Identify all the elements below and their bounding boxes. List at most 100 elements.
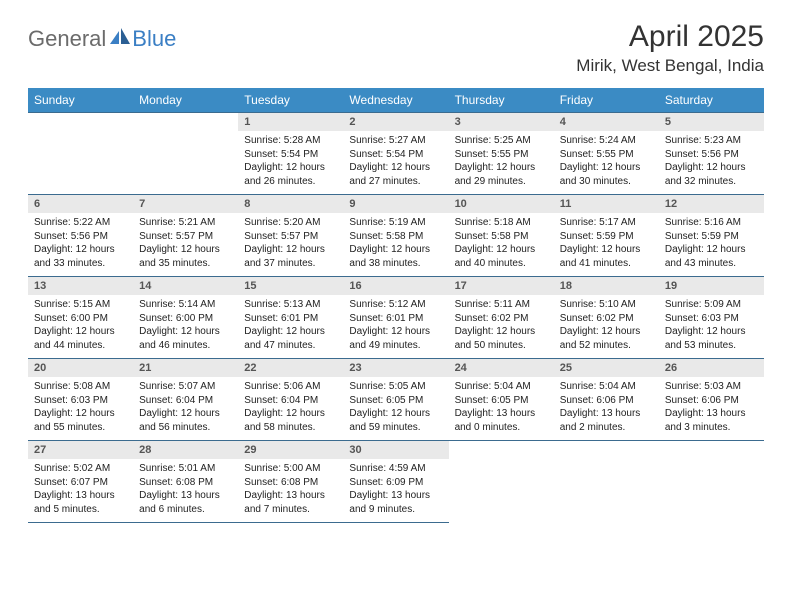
day-cell: 22Sunrise: 5:06 AMSunset: 6:04 PMDayligh… [238, 359, 343, 441]
day-cell: 11Sunrise: 5:17 AMSunset: 5:59 PMDayligh… [554, 195, 659, 277]
daylight-line-2: and 52 minutes. [560, 339, 653, 353]
day-number: 24 [449, 359, 554, 377]
day-cell: 27Sunrise: 5:02 AMSunset: 6:07 PMDayligh… [28, 441, 133, 523]
sunrise-line: Sunrise: 5:28 AM [244, 134, 337, 148]
daylight-line-1: Daylight: 12 hours [349, 243, 442, 257]
day-cell: 28Sunrise: 5:01 AMSunset: 6:08 PMDayligh… [133, 441, 238, 523]
sunset-line: Sunset: 6:03 PM [34, 394, 127, 408]
sunset-line: Sunset: 5:54 PM [244, 148, 337, 162]
daylight-line-1: Daylight: 12 hours [244, 243, 337, 257]
title-block: April 2025 Mirik, West Bengal, India [576, 20, 764, 76]
sunset-line: Sunset: 6:04 PM [244, 394, 337, 408]
daylight-line-1: Daylight: 12 hours [349, 161, 442, 175]
sunrise-line: Sunrise: 5:27 AM [349, 134, 442, 148]
daylight-line-2: and 50 minutes. [455, 339, 548, 353]
day-number: 13 [28, 277, 133, 295]
daylight-line-2: and 7 minutes. [244, 503, 337, 517]
day-number: 17 [449, 277, 554, 295]
daylight-line-1: Daylight: 13 hours [139, 489, 232, 503]
daylight-line-2: and 32 minutes. [665, 175, 758, 189]
daylight-line-1: Daylight: 12 hours [349, 407, 442, 421]
day-body: Sunrise: 5:09 AMSunset: 6:03 PMDaylight:… [659, 295, 764, 357]
dow-row: SundayMondayTuesdayWednesdayThursdayFrid… [28, 88, 764, 113]
day-cell [28, 113, 133, 195]
sunrise-line: Sunrise: 5:08 AM [34, 380, 127, 394]
sunrise-line: Sunrise: 5:20 AM [244, 216, 337, 230]
day-cell: 10Sunrise: 5:18 AMSunset: 5:58 PMDayligh… [449, 195, 554, 277]
week-row: 13Sunrise: 5:15 AMSunset: 6:00 PMDayligh… [28, 277, 764, 359]
daylight-line-1: Daylight: 12 hours [455, 325, 548, 339]
sunrise-line: Sunrise: 5:25 AM [455, 134, 548, 148]
day-cell: 18Sunrise: 5:10 AMSunset: 6:02 PMDayligh… [554, 277, 659, 359]
sunset-line: Sunset: 6:09 PM [349, 476, 442, 490]
day-number: 28 [133, 441, 238, 459]
day-body: Sunrise: 5:28 AMSunset: 5:54 PMDaylight:… [238, 131, 343, 193]
day-body: Sunrise: 5:19 AMSunset: 5:58 PMDaylight:… [343, 213, 448, 275]
dow-header: Sunday [28, 88, 133, 113]
sunrise-line: Sunrise: 5:13 AM [244, 298, 337, 312]
daylight-line-2: and 56 minutes. [139, 421, 232, 435]
daylight-line-1: Daylight: 12 hours [244, 407, 337, 421]
daylight-line-2: and 58 minutes. [244, 421, 337, 435]
dow-header: Monday [133, 88, 238, 113]
day-body: Sunrise: 5:13 AMSunset: 6:01 PMDaylight:… [238, 295, 343, 357]
day-cell: 16Sunrise: 5:12 AMSunset: 6:01 PMDayligh… [343, 277, 448, 359]
daylight-line-2: and 2 minutes. [560, 421, 653, 435]
day-body: Sunrise: 5:08 AMSunset: 6:03 PMDaylight:… [28, 377, 133, 439]
daylight-line-2: and 46 minutes. [139, 339, 232, 353]
day-cell: 24Sunrise: 5:04 AMSunset: 6:05 PMDayligh… [449, 359, 554, 441]
day-cell: 20Sunrise: 5:08 AMSunset: 6:03 PMDayligh… [28, 359, 133, 441]
day-number: 23 [343, 359, 448, 377]
day-number: 18 [554, 277, 659, 295]
sunrise-line: Sunrise: 5:21 AM [139, 216, 232, 230]
dow-header: Wednesday [343, 88, 448, 113]
sunset-line: Sunset: 6:04 PM [139, 394, 232, 408]
sunrise-line: Sunrise: 5:22 AM [34, 216, 127, 230]
sunrise-line: Sunrise: 5:05 AM [349, 380, 442, 394]
day-number: 4 [554, 113, 659, 131]
sunrise-line: Sunrise: 5:11 AM [455, 298, 548, 312]
header: General Blue April 2025 Mirik, West Beng… [28, 20, 764, 76]
day-cell: 19Sunrise: 5:09 AMSunset: 6:03 PMDayligh… [659, 277, 764, 359]
logo: General Blue [28, 26, 176, 52]
day-cell: 2Sunrise: 5:27 AMSunset: 5:54 PMDaylight… [343, 113, 448, 195]
sunset-line: Sunset: 5:58 PM [349, 230, 442, 244]
sunrise-line: Sunrise: 5:00 AM [244, 462, 337, 476]
day-body: Sunrise: 5:00 AMSunset: 6:08 PMDaylight:… [238, 459, 343, 521]
day-body: Sunrise: 5:20 AMSunset: 5:57 PMDaylight:… [238, 213, 343, 275]
calendar-table: SundayMondayTuesdayWednesdayThursdayFrid… [28, 88, 764, 523]
calendar-body: 1Sunrise: 5:28 AMSunset: 5:54 PMDaylight… [28, 113, 764, 523]
day-cell: 13Sunrise: 5:15 AMSunset: 6:00 PMDayligh… [28, 277, 133, 359]
day-number: 9 [343, 195, 448, 213]
daylight-line-2: and 49 minutes. [349, 339, 442, 353]
daylight-line-1: Daylight: 12 hours [139, 325, 232, 339]
day-number: 12 [659, 195, 764, 213]
day-cell: 25Sunrise: 5:04 AMSunset: 6:06 PMDayligh… [554, 359, 659, 441]
sunrise-line: Sunrise: 5:12 AM [349, 298, 442, 312]
month-title: April 2025 [576, 20, 764, 54]
sunset-line: Sunset: 5:58 PM [455, 230, 548, 244]
day-body: Sunrise: 5:10 AMSunset: 6:02 PMDaylight:… [554, 295, 659, 357]
day-cell: 23Sunrise: 5:05 AMSunset: 6:05 PMDayligh… [343, 359, 448, 441]
sunrise-line: Sunrise: 5:04 AM [560, 380, 653, 394]
day-body: Sunrise: 5:04 AMSunset: 6:05 PMDaylight:… [449, 377, 554, 439]
daylight-line-1: Daylight: 12 hours [244, 161, 337, 175]
sunrise-line: Sunrise: 5:18 AM [455, 216, 548, 230]
daylight-line-1: Daylight: 12 hours [560, 161, 653, 175]
day-body: Sunrise: 5:27 AMSunset: 5:54 PMDaylight:… [343, 131, 448, 193]
week-row: 6Sunrise: 5:22 AMSunset: 5:56 PMDaylight… [28, 195, 764, 277]
daylight-line-2: and 30 minutes. [560, 175, 653, 189]
daylight-line-1: Daylight: 13 hours [560, 407, 653, 421]
sunset-line: Sunset: 5:57 PM [139, 230, 232, 244]
day-body: Sunrise: 5:05 AMSunset: 6:05 PMDaylight:… [343, 377, 448, 439]
daylight-line-2: and 41 minutes. [560, 257, 653, 271]
logo-text-1: General [28, 26, 106, 52]
sunset-line: Sunset: 6:01 PM [244, 312, 337, 326]
sunrise-line: Sunrise: 5:10 AM [560, 298, 653, 312]
sunset-line: Sunset: 6:05 PM [349, 394, 442, 408]
sunrise-line: Sunrise: 5:04 AM [455, 380, 548, 394]
day-number: 10 [449, 195, 554, 213]
day-cell: 29Sunrise: 5:00 AMSunset: 6:08 PMDayligh… [238, 441, 343, 523]
day-number: 26 [659, 359, 764, 377]
daylight-line-2: and 27 minutes. [349, 175, 442, 189]
